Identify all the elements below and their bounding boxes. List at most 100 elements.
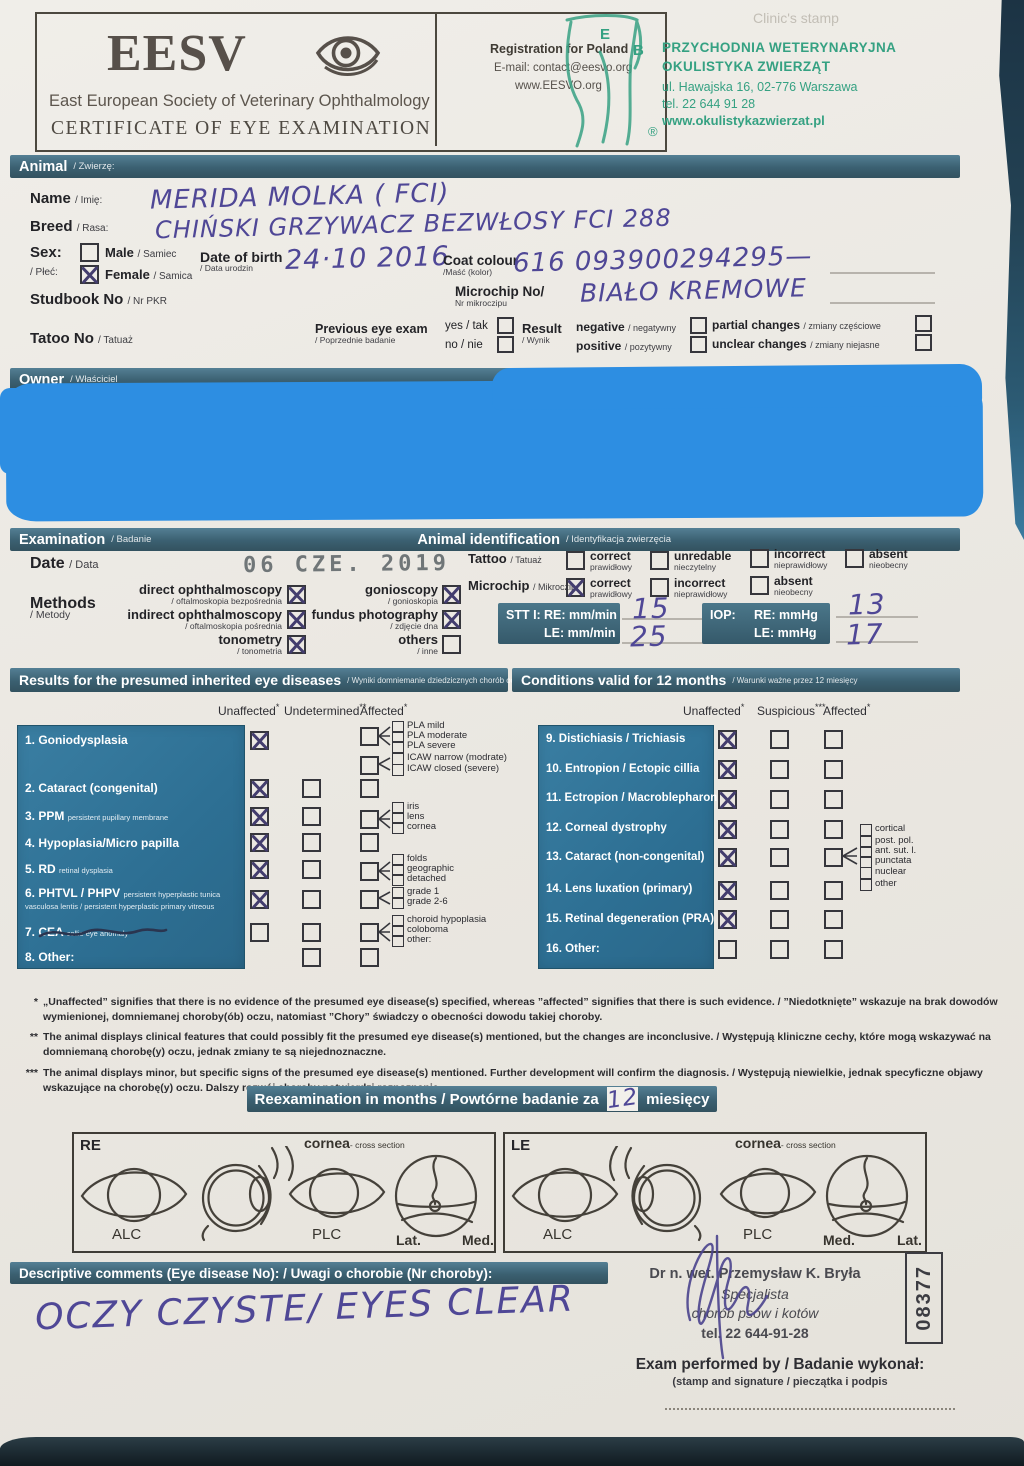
d16-suspicious-checkbox[interactable] <box>770 940 789 959</box>
d2-undetermined-checkbox[interactable] <box>302 779 321 798</box>
ppm-iris-checkbox[interactable] <box>392 802 404 814</box>
d9-unaffected-checkbox[interactable] <box>718 730 737 749</box>
method-gonioscopy-checkbox[interactable] <box>442 585 461 604</box>
d15-affected-checkbox[interactable] <box>824 910 843 929</box>
microchip-correct-checkbox[interactable] <box>566 578 585 597</box>
disease-12-label: 12. Corneal dystrophy <box>546 822 667 834</box>
stt-label: STT I: <box>506 608 541 622</box>
rd-geographic-checkbox[interactable] <box>392 864 404 876</box>
d8-affected-checkbox[interactable] <box>360 948 379 967</box>
unclear-changes-checkbox[interactable] <box>915 334 932 351</box>
d15-suspicious-checkbox[interactable] <box>770 910 789 929</box>
d10-affected-checkbox[interactable] <box>824 760 843 779</box>
coat-colour-label: Coat colour /Maść (kolor) <box>443 253 519 277</box>
d10-unaffected-checkbox[interactable] <box>718 760 737 779</box>
d14-unaffected-checkbox[interactable] <box>718 881 737 900</box>
d13-suspicious-checkbox[interactable] <box>770 848 789 867</box>
clinic-stamp-line3: ul. Hawajska 16, 02-776 Warszawa <box>662 80 858 94</box>
d2-affected-checkbox[interactable] <box>360 779 379 798</box>
cea-coloboma-checkbox[interactable] <box>392 925 404 937</box>
d16-affected-checkbox[interactable] <box>824 940 843 959</box>
pla-group-checkbox[interactable] <box>360 727 379 746</box>
tattoo-incorrect-checkbox[interactable] <box>750 549 769 568</box>
ppm-affected-checkbox[interactable] <box>360 810 379 829</box>
yes-checkbox[interactable] <box>497 317 514 334</box>
phtvl-grade26-checkbox[interactable] <box>392 897 404 909</box>
cataract-nuclear-checkbox[interactable] <box>860 867 872 879</box>
tattoo-unredable-label: unredable nieczytelny <box>674 549 732 572</box>
d5-unaffected-checkbox[interactable] <box>250 860 269 879</box>
cataract-postpol-checkbox[interactable] <box>860 836 872 848</box>
rd-folds-checkbox[interactable] <box>392 854 404 866</box>
d9-affected-checkbox[interactable] <box>824 730 843 749</box>
d4-unaffected-checkbox[interactable] <box>250 833 269 852</box>
d4-undetermined-checkbox[interactable] <box>302 833 321 852</box>
d14-suspicious-checkbox[interactable] <box>770 881 789 900</box>
method-tonometry-checkbox[interactable] <box>287 635 306 654</box>
d1-unaffected-checkbox[interactable] <box>250 731 269 750</box>
d12-unaffected-checkbox[interactable] <box>718 820 737 839</box>
rd-detached-checkbox[interactable] <box>392 874 404 886</box>
ppm-lens-checkbox[interactable] <box>392 812 404 824</box>
d9-suspicious-checkbox[interactable] <box>770 730 789 749</box>
d13-affected-checkbox[interactable] <box>824 848 843 867</box>
method-fundus-checkbox[interactable] <box>442 610 461 629</box>
stamp-letter-e: E <box>600 26 611 43</box>
microchip-correct-label: correct prawidłowy <box>590 576 633 599</box>
no-checkbox[interactable] <box>497 336 514 353</box>
d5-undetermined-checkbox[interactable] <box>302 860 321 879</box>
d7-unaffected-checkbox[interactable] <box>250 923 269 942</box>
method-others-checkbox[interactable] <box>442 635 461 654</box>
pla-severe-checkbox[interactable] <box>392 741 404 753</box>
microchip-absent-checkbox[interactable] <box>750 576 769 595</box>
microchip-absent-label: absent nieobecny <box>774 574 813 597</box>
d8-undetermined-checkbox[interactable] <box>302 948 321 967</box>
cataract-cortical-checkbox[interactable] <box>860 824 872 836</box>
d6-undetermined-checkbox[interactable] <box>302 890 321 909</box>
d15-unaffected-checkbox[interactable] <box>718 910 737 929</box>
d12-affected-checkbox[interactable] <box>824 820 843 839</box>
cataract-antsut-checkbox[interactable] <box>860 846 872 858</box>
cea-affected-checkbox[interactable] <box>360 923 379 942</box>
method-indirect-checkbox[interactable] <box>287 610 306 629</box>
pla-moderate-checkbox[interactable] <box>392 731 404 743</box>
pla-mild-checkbox[interactable] <box>392 721 404 733</box>
phtvl-affected-checkbox[interactable] <box>360 890 379 909</box>
d3-undetermined-checkbox[interactable] <box>302 807 321 826</box>
method-direct-checkbox[interactable] <box>287 585 306 604</box>
icaw-group-checkbox[interactable] <box>360 756 379 775</box>
ppm-cornea-checkbox[interactable] <box>392 822 404 834</box>
d16-unaffected-checkbox[interactable] <box>718 940 737 959</box>
rd-affected-checkbox[interactable] <box>360 862 379 881</box>
male-checkbox[interactable] <box>80 243 99 262</box>
d6-unaffected-checkbox[interactable] <box>250 890 269 909</box>
method-indirect-ophthalmoscopy: indirect ophthalmoscopy / oftalmoskopia p… <box>127 607 282 631</box>
disease-9-label: 9. Distichiasis / Trichiasis <box>546 733 686 745</box>
partial-changes-checkbox[interactable] <box>915 315 932 332</box>
cea-choroid-checkbox[interactable] <box>392 915 404 927</box>
d2-unaffected-checkbox[interactable] <box>250 779 269 798</box>
d11-unaffected-checkbox[interactable] <box>718 790 737 809</box>
d11-suspicious-checkbox[interactable] <box>770 790 789 809</box>
icaw-closed-checkbox[interactable] <box>392 764 404 776</box>
cataract-other-checkbox[interactable] <box>860 879 872 891</box>
d10-suspicious-checkbox[interactable] <box>770 760 789 779</box>
microchip-incorrect-checkbox[interactable] <box>650 578 669 597</box>
tattoo-correct-checkbox[interactable] <box>566 551 585 570</box>
d13-unaffected-checkbox[interactable] <box>718 848 737 867</box>
d11-affected-checkbox[interactable] <box>824 790 843 809</box>
positive-checkbox[interactable] <box>690 336 707 353</box>
tattoo-unredable-checkbox[interactable] <box>650 551 669 570</box>
female-checkbox[interactable] <box>80 265 99 284</box>
d14-affected-checkbox[interactable] <box>824 881 843 900</box>
d7-undetermined-checkbox[interactable] <box>302 923 321 942</box>
previous-exam-label: Previous eye exam / Poprzednie badanie <box>315 322 428 345</box>
cea-other-checkbox[interactable] <box>392 935 404 947</box>
d12-suspicious-checkbox[interactable] <box>770 820 789 839</box>
d4-affected-checkbox[interactable] <box>360 833 379 852</box>
d3-unaffected-checkbox[interactable] <box>250 807 269 826</box>
phtvl-grade1-checkbox[interactable] <box>392 887 404 899</box>
tattoo-absent-checkbox[interactable] <box>845 549 864 568</box>
clinic-stamp-line4: tel. 22 644 91 28 <box>662 97 756 111</box>
negative-checkbox[interactable] <box>690 317 707 334</box>
